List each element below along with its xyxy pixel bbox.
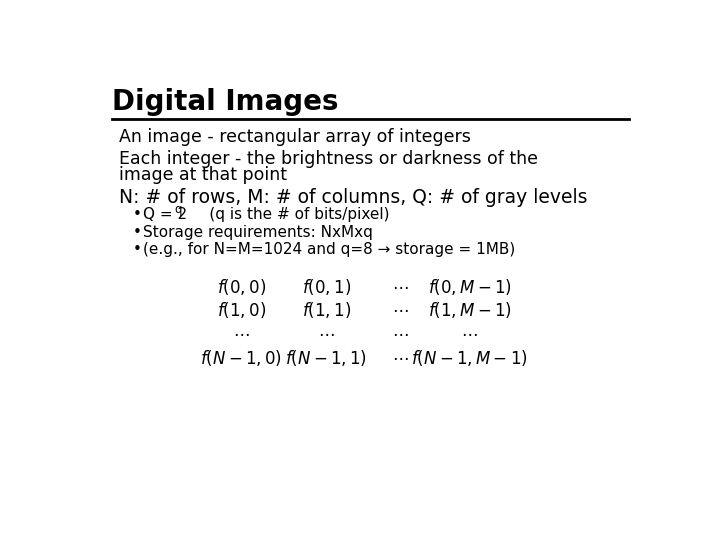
Text: q: q bbox=[174, 204, 182, 217]
Text: $f(1,M-1)$: $f(1,M-1)$ bbox=[428, 300, 512, 320]
Text: •: • bbox=[132, 207, 142, 222]
Text: Each integer - the brightness or darkness of the: Each integer - the brightness or darknes… bbox=[120, 150, 539, 167]
Text: $f(0,1)$: $f(0,1)$ bbox=[302, 276, 351, 296]
Text: An image - rectangular array of integers: An image - rectangular array of integers bbox=[120, 128, 472, 146]
Text: image at that point: image at that point bbox=[120, 166, 287, 185]
Text: Digital Images: Digital Images bbox=[112, 88, 338, 116]
Text: $f(N-1,1)$: $f(N-1,1)$ bbox=[285, 348, 367, 368]
Text: •: • bbox=[132, 225, 142, 240]
Text: N: # of rows, M: # of columns, Q: # of gray levels: N: # of rows, M: # of columns, Q: # of g… bbox=[120, 188, 588, 207]
Text: $f(0,M-1)$: $f(0,M-1)$ bbox=[428, 276, 512, 296]
Text: $\cdots$: $\cdots$ bbox=[392, 325, 408, 342]
Text: $\cdots$: $\cdots$ bbox=[462, 325, 478, 342]
Text: (q is the # of bits/pixel): (q is the # of bits/pixel) bbox=[185, 207, 390, 222]
Text: $f(1,1)$: $f(1,1)$ bbox=[302, 300, 351, 320]
Text: (e.g., for N=M=1024 and q=8 → storage = 1MB): (e.g., for N=M=1024 and q=8 → storage = … bbox=[143, 242, 515, 257]
Text: Storage requirements: NxMxq: Storage requirements: NxMxq bbox=[143, 225, 372, 240]
Text: Q = 2: Q = 2 bbox=[143, 207, 186, 222]
Text: $\cdots$: $\cdots$ bbox=[392, 300, 408, 318]
Text: $\cdots$: $\cdots$ bbox=[233, 325, 249, 342]
Text: $\cdots$: $\cdots$ bbox=[392, 348, 408, 366]
Text: $f(N-1,0)$: $f(N-1,0)$ bbox=[200, 348, 282, 368]
Text: $\cdots$: $\cdots$ bbox=[392, 276, 408, 294]
Text: $f(N-1,M-1)$: $f(N-1,M-1)$ bbox=[411, 348, 528, 368]
Text: •: • bbox=[132, 242, 142, 257]
Text: $\cdots$: $\cdots$ bbox=[318, 325, 335, 342]
Text: $f(0,0)$: $f(0,0)$ bbox=[217, 276, 266, 296]
Text: $f(1,0)$: $f(1,0)$ bbox=[217, 300, 266, 320]
